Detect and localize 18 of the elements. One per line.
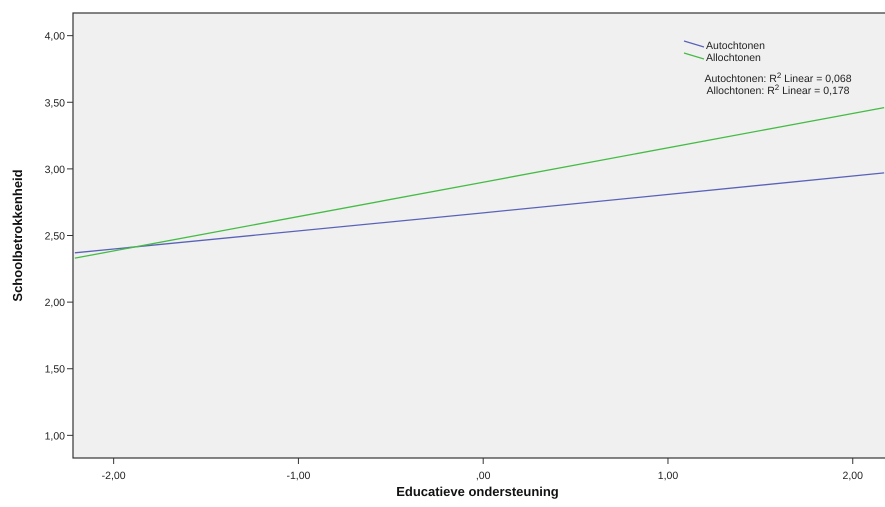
annotation: Allochtonen: R$^{2}$ Linear = 0,178 bbox=[706, 82, 850, 97]
legend-label: Autochtonen bbox=[706, 40, 766, 52]
y-tick-label: 2,00 bbox=[44, 297, 66, 310]
x-tick-label: 2,00 bbox=[842, 470, 864, 482]
x-tick-label: -1,00 bbox=[286, 470, 311, 482]
y-axis-title: Schoolbetrokkenheid bbox=[10, 169, 25, 302]
legend-label: Allochtonen bbox=[706, 52, 762, 64]
x-tick-label: 1,00 bbox=[658, 470, 678, 482]
y-tick-label: 1,50 bbox=[44, 364, 66, 376]
y-tick-label: 1,00 bbox=[44, 430, 66, 442]
x-tick-label: ,00 bbox=[476, 470, 491, 482]
y-tick-label: 3,50 bbox=[44, 97, 66, 110]
y-tick-label: 2,50 bbox=[44, 230, 66, 242]
annotation: Autochtonen: R$^{2}$ Linear = 0,068 bbox=[704, 70, 852, 85]
x-axis-title: Educatieve ondersteuning bbox=[396, 484, 559, 499]
y-tick-label: 4,00 bbox=[44, 30, 66, 43]
x-tick-label: -2,00 bbox=[102, 470, 126, 482]
y-tick-label: 3,00 bbox=[44, 164, 66, 176]
